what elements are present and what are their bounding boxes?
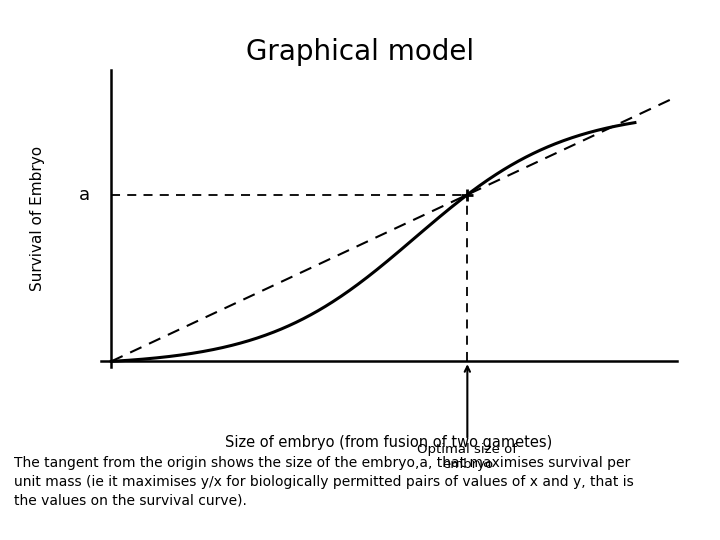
Text: Survival of Embryo: Survival of Embryo — [30, 146, 45, 291]
Text: Size of embryo (from fusion of two gametes): Size of embryo (from fusion of two gamet… — [225, 435, 552, 450]
Text: Graphical model: Graphical model — [246, 38, 474, 66]
Text: a: a — [79, 186, 90, 204]
Text: The tangent from the origin shows the size of the embryo,a, that maximises survi: The tangent from the origin shows the si… — [14, 456, 634, 507]
Text: Optimal size of
embryo: Optimal size of embryo — [418, 367, 518, 471]
